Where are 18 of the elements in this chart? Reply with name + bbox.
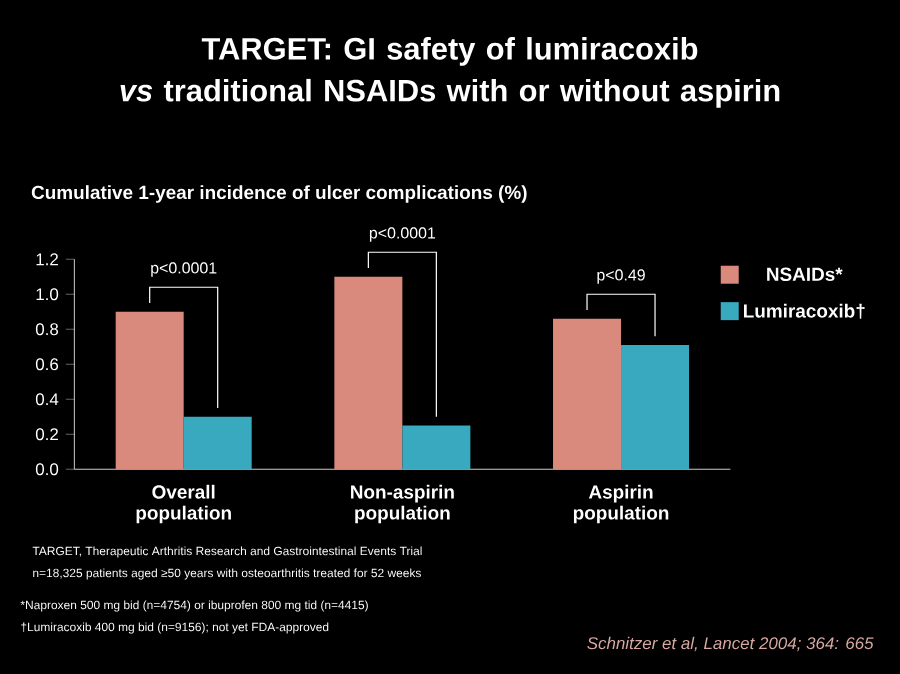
y-tick-label: 0.4	[35, 393, 59, 406]
y-tick-label: 1.0	[36, 288, 59, 301]
chart-subtitle: Cumulative 1-year incidence of ulcer complications (%)	[31, 185, 527, 203]
legend-label: NSAIDs*	[767, 267, 843, 282]
y-tick-label: 0.0	[35, 463, 59, 476]
x-tick-label: Non-aspirin population	[351, 484, 454, 524]
chart-title: TARGET: GI safety of lumiracoxib vs traditional NSAIDs with or without aspirin	[120, 37, 780, 108]
y-tick-label: 0.8	[35, 323, 59, 336]
x-tick-label: Aspirin population	[573, 484, 669, 524]
legend-label: Lumiracoxib†	[744, 303, 865, 319]
bar	[621, 345, 690, 470]
y-tick-label: 0.2	[35, 428, 58, 441]
text: Schnitzer et al, Lancet 2004; 364: 665	[587, 636, 874, 652]
y-tick-label: 1.2	[36, 253, 58, 266]
bar	[183, 416, 252, 470]
y-tick-label: 0.6	[35, 358, 59, 371]
bar	[402, 425, 471, 470]
x-tick-label: Overall population	[136, 484, 231, 524]
